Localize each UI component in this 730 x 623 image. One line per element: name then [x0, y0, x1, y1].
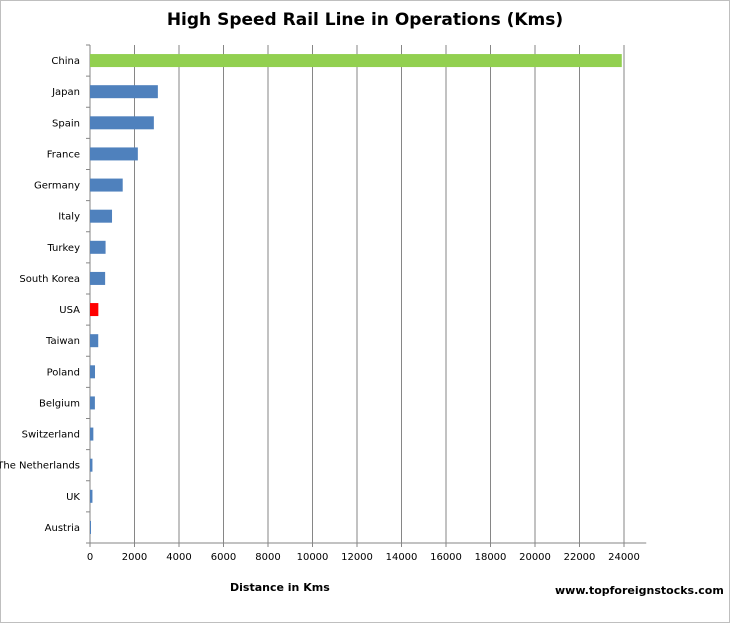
- y-tick-label: France: [47, 149, 80, 160]
- y-tick-label: USA: [59, 305, 80, 316]
- x-tick-label: 2000: [122, 552, 147, 563]
- y-tick-label: Switzerland: [22, 430, 80, 441]
- y-tick-label: Italy: [58, 212, 80, 223]
- y-tick-label: Belgium: [39, 398, 80, 409]
- y-tick-label: China: [51, 56, 80, 67]
- bar-italy: [90, 209, 113, 223]
- x-tick-label: 10000: [297, 552, 329, 563]
- x-tick-label: 14000: [386, 552, 418, 563]
- bar-usa: [90, 303, 99, 317]
- bar-south-korea: [90, 271, 106, 285]
- bar-belgium: [90, 396, 95, 410]
- bar-france: [90, 147, 138, 161]
- y-tick-label: UK: [66, 492, 80, 503]
- x-tick-label: 6000: [211, 552, 236, 563]
- y-tick-label: Taiwan: [45, 336, 80, 347]
- chart-title: High Speed Rail Line in Operations (Kms): [166, 10, 564, 30]
- y-tick-label: Japan: [51, 87, 80, 98]
- bar-switzerland: [90, 427, 94, 441]
- source-credit: www.topforeignstocks.com: [555, 584, 724, 597]
- x-tick-label: 22000: [564, 552, 596, 563]
- x-tick-label: 0: [87, 552, 93, 563]
- y-tick-label: Spain: [52, 118, 80, 129]
- y-tick-label: The Netherlands: [0, 461, 80, 472]
- bar-the-netherlands: [90, 458, 93, 472]
- x-tick-label: 12000: [341, 552, 373, 563]
- y-tick-label: Turkey: [46, 243, 80, 254]
- y-tick-label: Austria: [45, 523, 80, 534]
- bar-poland: [90, 365, 96, 379]
- x-tick-label: 24000: [608, 552, 640, 563]
- x-tick-label: 18000: [475, 552, 507, 563]
- bar-japan: [90, 85, 158, 99]
- bar-germany: [90, 178, 123, 192]
- bar-spain: [90, 116, 154, 130]
- bar-austria: [90, 520, 91, 534]
- y-tick-label: Poland: [47, 367, 80, 378]
- y-tick-label: South Korea: [19, 274, 80, 285]
- x-axis-label: Distance in Kms: [230, 581, 330, 594]
- bar-china: [90, 54, 622, 68]
- bar-turkey: [90, 240, 106, 254]
- bar-taiwan: [90, 334, 99, 348]
- x-tick-label: 20000: [519, 552, 551, 563]
- x-tick-label: 16000: [430, 552, 462, 563]
- y-tick-label: Germany: [34, 181, 80, 192]
- bar-uk: [90, 489, 93, 503]
- x-tick-label: 8000: [255, 552, 280, 563]
- x-tick-label: 4000: [166, 552, 191, 563]
